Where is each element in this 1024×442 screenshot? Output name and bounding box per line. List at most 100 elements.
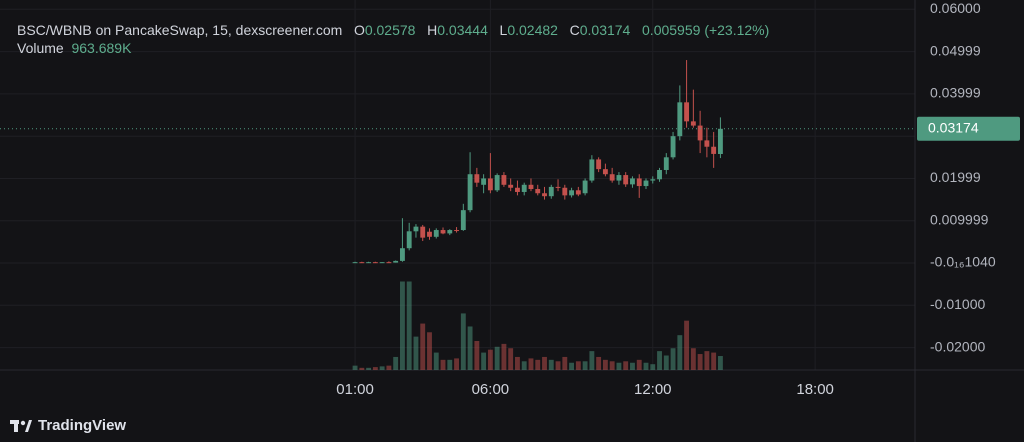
volume-bar	[420, 323, 426, 370]
volume-bar	[399, 281, 405, 370]
volume-bar	[636, 359, 642, 370]
ohlc-value: 0.03174	[579, 22, 631, 38]
candle-body	[569, 190, 575, 196]
volume-bar	[427, 332, 432, 370]
volume-bar	[575, 361, 581, 370]
candle-body	[433, 230, 439, 237]
candle-body	[623, 175, 629, 185]
volume-bar	[711, 352, 717, 370]
candle-body	[508, 184, 514, 188]
candle-body	[596, 159, 602, 170]
candle-body	[359, 262, 365, 264]
candle-body	[643, 180, 649, 187]
candle-body	[542, 193, 547, 197]
volume-bar	[379, 366, 385, 370]
candle-body	[717, 128, 723, 155]
candle-body	[677, 102, 683, 137]
ohlc-value: 0.02578	[364, 22, 416, 38]
ohlc-label: L	[499, 22, 508, 38]
volume-bar	[535, 359, 541, 370]
volume-bar	[596, 356, 602, 370]
volume-bar	[657, 351, 662, 370]
candle-body	[467, 174, 473, 211]
volume-bar	[582, 361, 588, 370]
volume-bar	[562, 356, 568, 370]
candle-body	[481, 178, 487, 185]
candle-body	[535, 189, 541, 194]
volume-bar	[643, 362, 649, 370]
candle-body	[602, 169, 608, 175]
volume-bar	[460, 313, 466, 370]
candle-body	[372, 262, 378, 264]
candle-body	[386, 262, 392, 264]
candle-body	[528, 184, 534, 190]
ohlc-label: C	[569, 22, 580, 38]
volume-bar	[704, 351, 710, 370]
candle-body	[352, 262, 358, 264]
ohlc-label: O	[353, 22, 365, 38]
footer: TradingView	[10, 417, 126, 434]
x-tick-label: 18:00	[796, 381, 834, 398]
volume-bar	[481, 352, 487, 370]
candle-body	[575, 190, 581, 195]
volume-bar	[433, 352, 439, 370]
ohlc-label: H	[427, 22, 438, 38]
change-percent: (+23.12%)	[704, 22, 770, 38]
y-tick-label: 0.03999	[930, 85, 981, 101]
volume-bar	[515, 356, 520, 370]
volume-bar	[528, 358, 534, 370]
candle-body	[562, 187, 568, 196]
y-tick-label: 0.04999	[930, 42, 981, 58]
candle-body	[393, 260, 399, 263]
volume-bar	[569, 362, 575, 370]
volume-bar	[447, 359, 453, 370]
candle-body	[684, 102, 690, 122]
volume-bar	[454, 358, 459, 370]
volume-bar	[352, 365, 358, 370]
volume-bar	[467, 326, 473, 370]
candle-body	[487, 178, 493, 191]
candle-body	[630, 178, 635, 185]
volume-bar	[555, 361, 561, 370]
volume-bar	[372, 367, 378, 370]
candle-body	[420, 226, 426, 238]
candle-body	[609, 174, 615, 181]
candle-body	[501, 175, 507, 185]
volume-bar	[494, 346, 500, 370]
volume-bar	[623, 361, 629, 370]
candle-body	[663, 157, 669, 170]
candle-body	[704, 140, 710, 147]
logo	[10, 419, 32, 432]
price-label: 0.03174	[928, 120, 979, 136]
volume-bar	[521, 361, 527, 370]
volume-value: 963.689K	[71, 40, 132, 56]
change: 0.005959	[642, 22, 701, 38]
candle-body	[697, 125, 703, 141]
legend-ohlc: BSC/WBNB on PancakeSwap, 15, dexscreener…	[17, 22, 769, 38]
volume-bar	[609, 361, 615, 370]
volume-bar	[650, 364, 656, 370]
y-tick-label: 0.009999	[930, 211, 989, 227]
volume-bar	[630, 362, 635, 370]
ohlc-value: 0.03444	[437, 22, 488, 38]
volume-bar	[386, 365, 392, 370]
volume-bar	[663, 355, 669, 370]
volume-bar	[717, 356, 723, 370]
volume-bar	[359, 367, 365, 370]
volume-bar	[684, 320, 690, 370]
x-tick-label: 06:00	[472, 381, 510, 398]
x-tick-label: 01:00	[336, 381, 374, 398]
y-tick-label: 0.01999	[930, 169, 981, 185]
x-tick-label: 12:00	[634, 381, 672, 398]
volume-bar	[474, 340, 480, 370]
volume-bar	[393, 356, 399, 370]
candle-body	[589, 159, 595, 181]
footer-text: TradingView	[38, 417, 127, 434]
price-label-box	[917, 116, 1020, 141]
volume-bar	[670, 348, 676, 370]
y-tick-label: -0.02000	[930, 338, 985, 354]
volume-bar	[602, 359, 608, 370]
candle-body	[454, 230, 459, 232]
